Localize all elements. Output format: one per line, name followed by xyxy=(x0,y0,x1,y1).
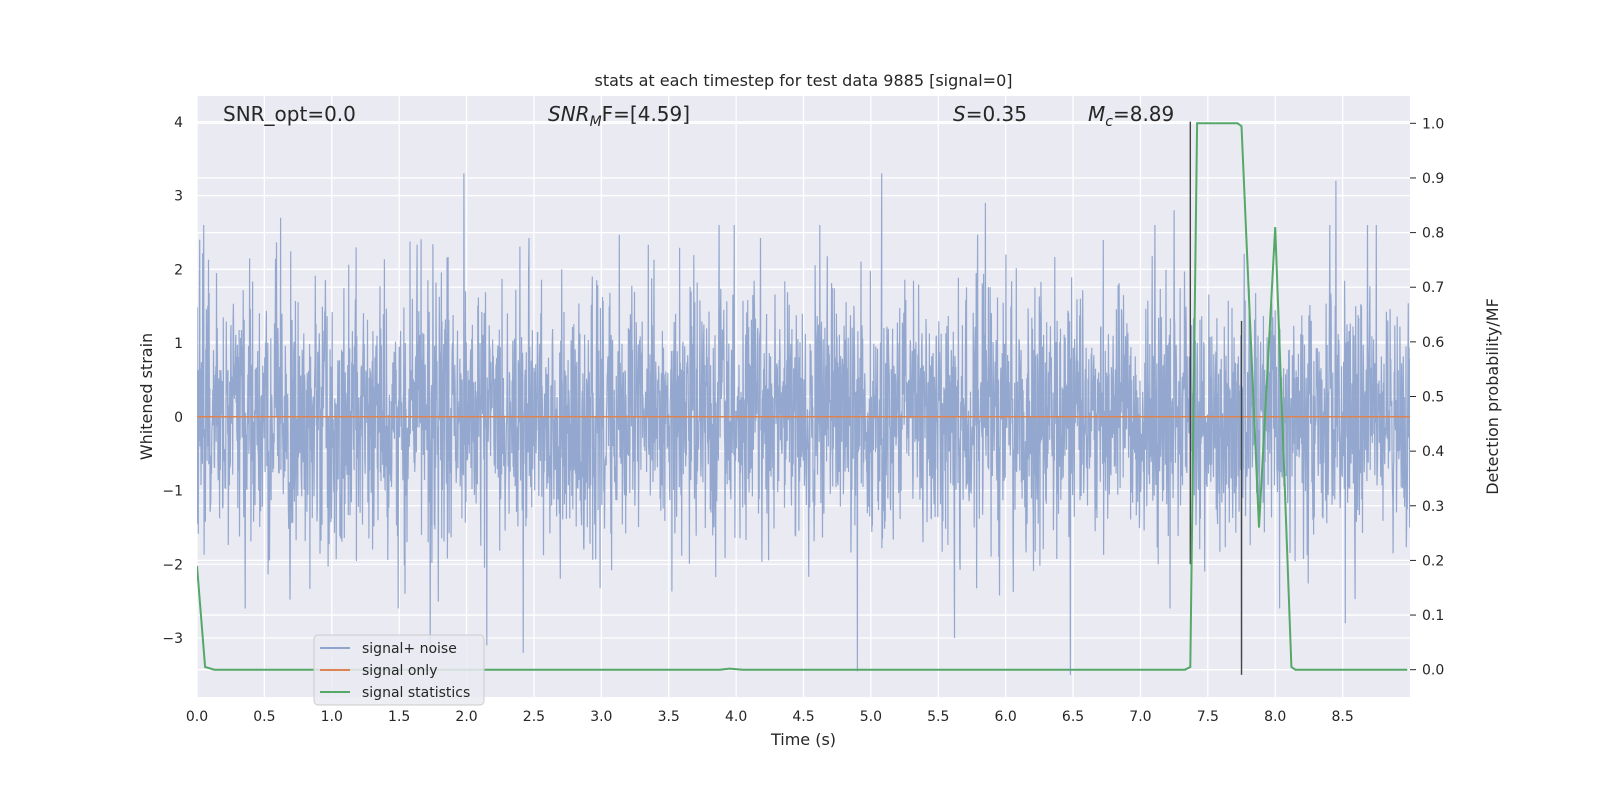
ticks: 0.0 0.5 1.0 1.5 2.0 2.5 3.0 3.5 4.0 4.5 5.0 5.5 6.0 6… xyxy=(162,115,1444,725)
x-tick-label: 2.0 xyxy=(455,709,477,725)
legend-label-signal-statistics: signal statistics xyxy=(362,685,470,701)
y-axis-label-left: Whitened strain xyxy=(137,333,156,460)
legend-label-signal-noise: signal+ noise xyxy=(362,641,457,657)
legend-box xyxy=(313,634,485,706)
x-axis-label: Time (s) xyxy=(770,730,836,749)
x-tick-label: 7.5 xyxy=(1197,709,1219,725)
annotation-s: S=0.35 xyxy=(953,102,1027,126)
x-tick-label: 3.5 xyxy=(658,709,680,725)
y-tick-label-right: 0.9 xyxy=(1422,171,1444,187)
x-tick-label: 6.5 xyxy=(1062,709,1084,725)
x-tick-label: 1.5 xyxy=(388,709,410,725)
y-tick-label-right: 0.7 xyxy=(1422,280,1444,296)
y-tick-label-right: 0.2 xyxy=(1422,553,1444,569)
legend: signal+ noise signal only signal statist… xyxy=(313,634,485,706)
y-tick-label-right: 0.5 xyxy=(1422,390,1444,406)
x-tick-label: 8.5 xyxy=(1331,709,1353,725)
y-axis-label-right: Detection probability/MF xyxy=(1483,298,1502,495)
annotation-snr-mf-sub: M xyxy=(590,114,602,130)
y-tick-label-right: 0.4 xyxy=(1422,444,1444,460)
annotation-mc-rest: =8.89 xyxy=(1113,102,1174,126)
annotation-mc: Mc=8.89 xyxy=(1088,102,1174,130)
annotation-s-base: S xyxy=(953,102,966,126)
annotation-mc-base: M xyxy=(1088,102,1105,126)
chart-title: stats at each timestep for test data 988… xyxy=(594,71,1012,90)
annotation-snr-mf-base: SNR xyxy=(548,102,590,126)
series xyxy=(197,121,1410,675)
series-clip-group xyxy=(197,121,1410,675)
x-tick-label: 7.0 xyxy=(1129,709,1151,725)
y-tick-label-right: 0.1 xyxy=(1422,608,1444,624)
y-tick-label-right: 0.0 xyxy=(1422,663,1444,679)
y-tick-label-right: 0.8 xyxy=(1422,226,1444,242)
x-tick-label: 8.0 xyxy=(1264,709,1286,725)
annotation-snr-mf: SNRMF=[4.59] xyxy=(548,102,690,130)
y-tick-label-left: −3 xyxy=(162,631,183,647)
x-tick-label: 6.0 xyxy=(995,709,1017,725)
y-tick-label-right: 1.0 xyxy=(1422,116,1444,132)
y-tick-label-left: 3 xyxy=(174,189,183,205)
x-tick-label: 0.0 xyxy=(186,709,208,725)
x-tick-label: 5.0 xyxy=(860,709,882,725)
series-signal-noise-line xyxy=(197,173,1410,675)
y-tick-label-left: 2 xyxy=(174,262,183,278)
x-tick-label: 5.5 xyxy=(927,709,949,725)
x-tick-label: 0.5 xyxy=(253,709,275,725)
y-tick-label-left: 4 xyxy=(174,115,183,131)
annotation-snr-opt: SNR_opt=0.0 xyxy=(223,102,356,126)
y-tick-label-left: −2 xyxy=(162,557,183,573)
y-tick-label-left: 0 xyxy=(174,410,183,426)
annotation-s-rest: =0.35 xyxy=(966,102,1027,126)
x-tick-label: 2.5 xyxy=(523,709,545,725)
legend-label-signal-only: signal only xyxy=(362,663,437,679)
x-tick-label: 3.0 xyxy=(590,709,612,725)
annotations: SNR_opt=0.0 SNRMF=[4.59] S=0.35 Mc=8.89 xyxy=(223,102,1174,130)
y-tick-label-left: −1 xyxy=(162,484,183,500)
x-tick-label: 4.0 xyxy=(725,709,747,725)
x-tick-label: 4.5 xyxy=(792,709,814,725)
y-tick-label-right: 0.6 xyxy=(1422,335,1444,351)
annotation-mc-sub: c xyxy=(1105,114,1113,130)
x-tick-label: 1.0 xyxy=(321,709,343,725)
annotation-snr-mf-rest: F=[4.59] xyxy=(602,102,690,126)
y-tick-label-left: 1 xyxy=(174,336,183,352)
y-tick-label-right: 0.3 xyxy=(1422,499,1444,515)
